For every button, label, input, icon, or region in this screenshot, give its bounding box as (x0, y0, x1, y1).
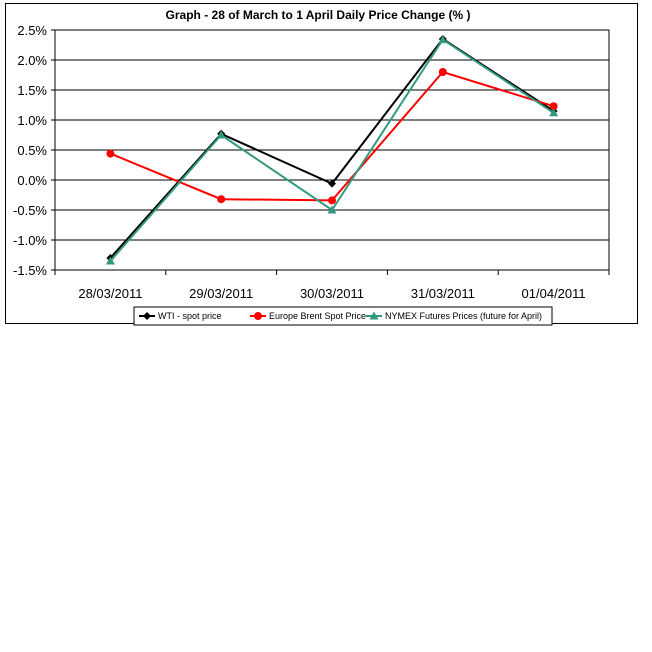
x-tick-label: 28/03/2011 (78, 286, 142, 301)
grid-layer (55, 29, 609, 271)
series-group (105, 35, 559, 265)
data-point (328, 196, 336, 205)
series-group (106, 35, 558, 262)
data-point (549, 102, 558, 111)
y-tick-label: 1.5% (17, 83, 47, 98)
data-point (217, 195, 226, 204)
x-tick-label: 31/03/2011 (411, 286, 475, 301)
series-group (106, 68, 558, 205)
y-tick-label: 1.0% (17, 113, 47, 128)
data-point (106, 149, 115, 158)
legend: WTI - spot price Europe Brent Spot Price N… (133, 306, 553, 326)
series-layer (105, 35, 559, 265)
plot-area-border (54, 29, 610, 271)
y-tick-label: 0.5% (17, 143, 47, 158)
x-tick-label: 30/03/2011 (300, 286, 364, 301)
y-tick-label: -1.0% (13, 233, 47, 248)
data-point (328, 179, 336, 188)
y-tick-label: 2.5% (17, 23, 47, 38)
x-tick-label: 01/04/2011 (522, 286, 586, 301)
data-point (105, 256, 115, 265)
legend-label: WTI - spot price (158, 311, 222, 321)
legend-label: NYMEX Futures Prices (future for April) (385, 311, 542, 321)
data-point (216, 130, 226, 139)
legend-swatch-marker (143, 312, 151, 320)
legend-swatch-marker (254, 312, 262, 320)
axis-layer: 2.5% 2.0% 1.5% 1.0% 0.5% 0.0% -0.5% -1.0% -1.5% 2… (13, 23, 610, 301)
series-line (109, 37, 555, 259)
legend-box (133, 306, 553, 326)
data-point (438, 35, 448, 44)
y-tick-label: -0.5% (13, 203, 47, 218)
data-point (438, 68, 447, 76)
legend-swatch-marker (369, 311, 379, 320)
x-tick-label: 29/03/2011 (189, 286, 253, 301)
y-tick-label: 2.0% (17, 53, 47, 68)
y-tick-label: -1.5% (13, 263, 47, 278)
data-point (549, 108, 559, 117)
y-tick-label: 0.0% (17, 173, 47, 188)
legend-label: Europe Brent Spot Price (269, 311, 366, 321)
data-point (327, 205, 337, 214)
chart-title: Graph - 28 of March to 1 April Daily Pri… (166, 8, 471, 22)
